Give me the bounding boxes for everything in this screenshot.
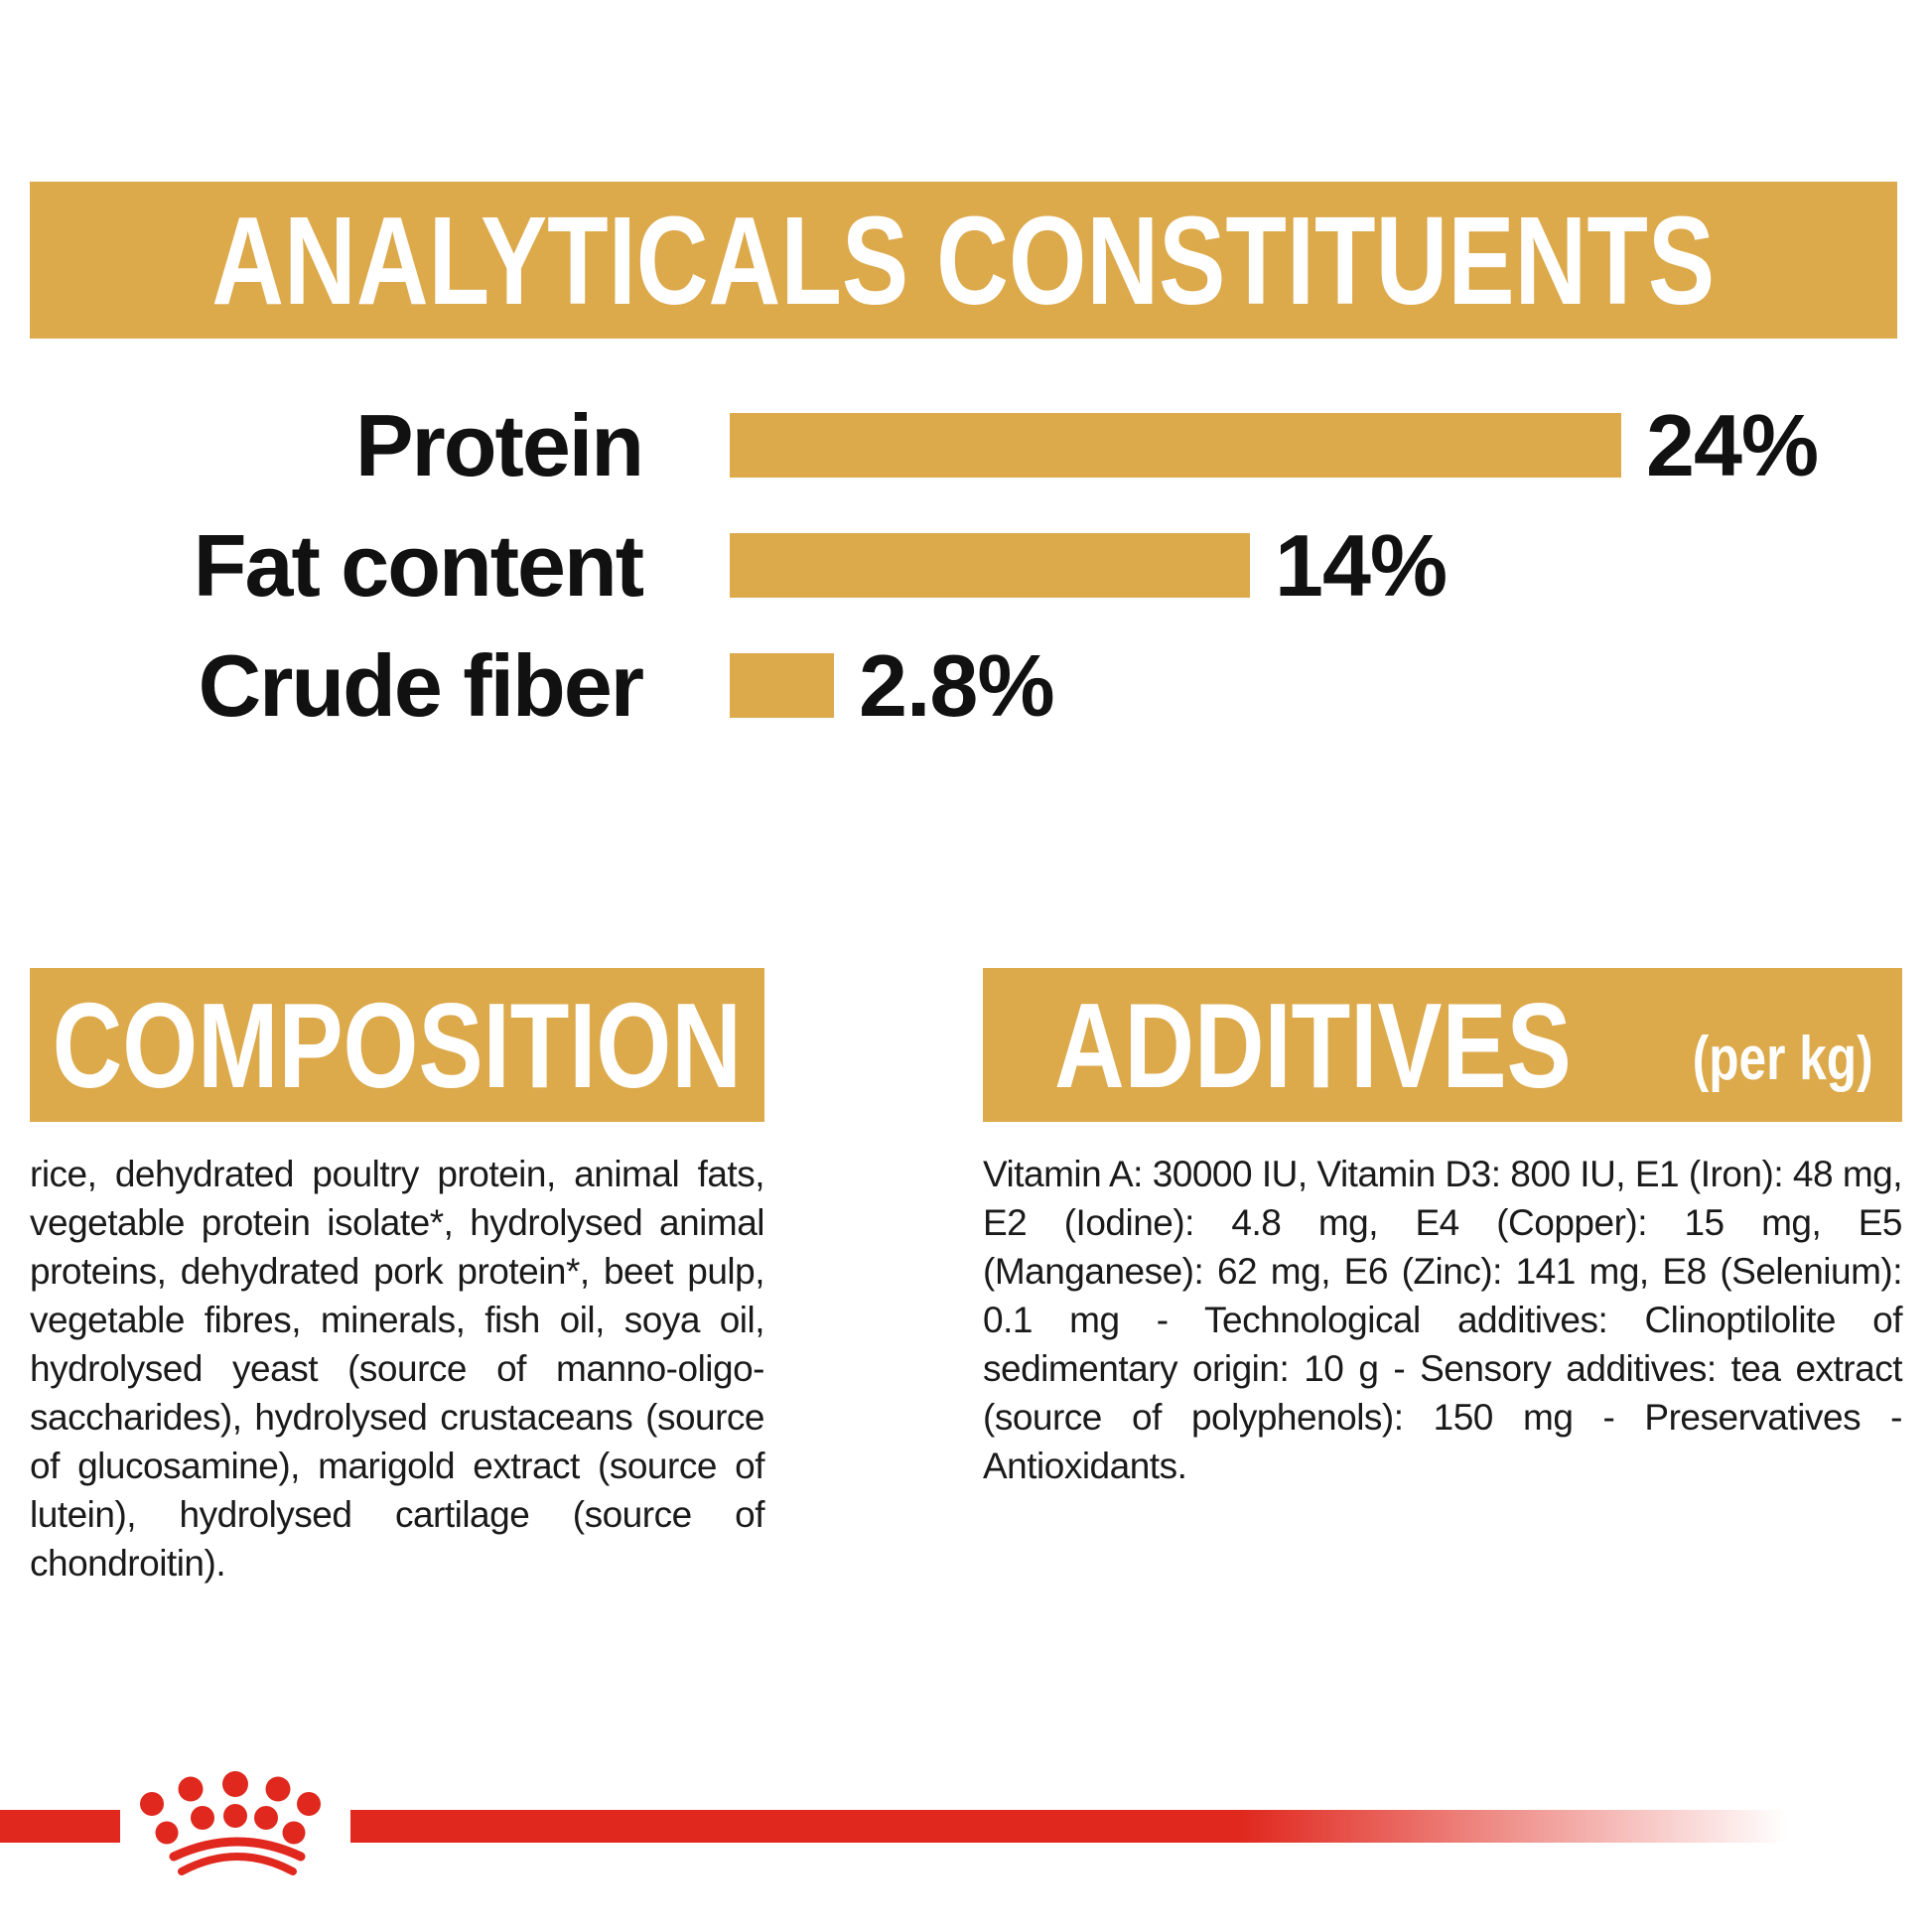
additives-unit-label: (per kg)	[1692, 1025, 1873, 1093]
bar-value-label: 24%	[1646, 396, 1819, 494]
chart-row: Protein 24%	[99, 396, 1886, 494]
footer-red-line-left	[0, 1810, 120, 1843]
bar	[730, 413, 1621, 478]
chart-row: Fat content 14%	[99, 516, 1886, 615]
additives-title: ADDITIVES	[1054, 977, 1572, 1113]
bar-value-label: 2.8%	[859, 636, 1055, 735]
bar-category-label: Protein	[354, 396, 644, 494]
bar	[730, 533, 1250, 598]
analyticals-title: ANALYTICALS CONSTITUENTS	[211, 190, 1716, 331]
analyticals-header-bar: ANALYTICALS CONSTITUENTS	[30, 182, 1897, 339]
royal-canin-crown-icon	[140, 1771, 321, 1875]
bar-value-label: 14%	[1275, 516, 1448, 615]
chart-row: Crude fiber 2.8%	[99, 636, 1886, 735]
bar	[730, 653, 834, 718]
composition-body: rice, dehydrated poultry protein, animal…	[30, 1154, 765, 1584]
bar-category-label: Crude fiber	[198, 636, 644, 735]
bar-category-label: Fat content	[193, 516, 644, 615]
footer-red-line-right	[350, 1810, 1787, 1843]
additives-body: Vitamin A: 30000 IU, Vitamin D3: 800 IU,…	[983, 1154, 1903, 1486]
composition-header-bar: COMPOSITION	[30, 968, 764, 1122]
analyticals-bar-chart: Protein 24% Fat content 14% Crude fiber 2.8%	[99, 396, 1886, 773]
additives-header-bar: ADDITIVES (per kg)	[983, 968, 1902, 1122]
composition-title: COMPOSITION	[52, 977, 743, 1113]
